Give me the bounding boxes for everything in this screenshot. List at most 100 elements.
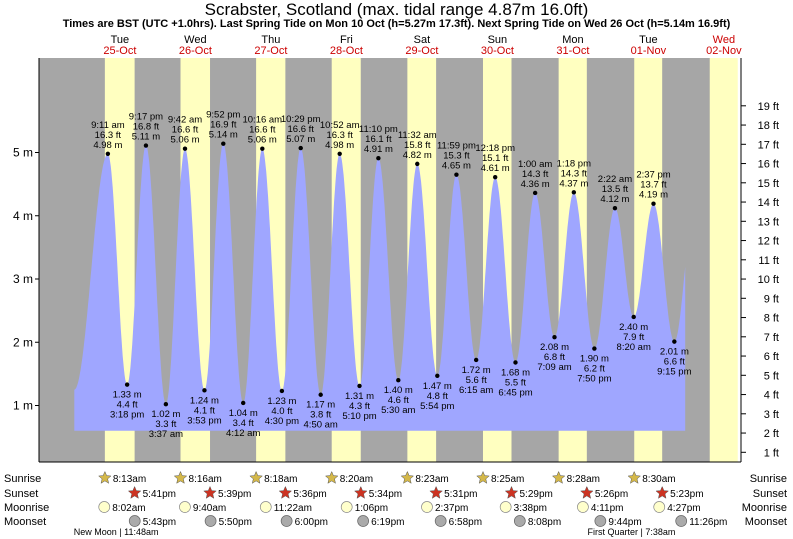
high-tide-point bbox=[492, 174, 498, 180]
low-tide-point bbox=[396, 378, 401, 383]
low-tide-metres: 1.47 m bbox=[423, 381, 452, 392]
high-tide-time: 12:18 pm bbox=[475, 143, 515, 154]
moonrise-icon bbox=[577, 501, 589, 513]
low-tide-time: 3:53 pm bbox=[187, 415, 221, 426]
sunset-time: 5:29pm bbox=[519, 489, 552, 500]
low-tide-feet: 5.5 ft bbox=[505, 377, 526, 388]
low-tide-feet: 6.6 ft bbox=[664, 357, 685, 368]
y-tick-label-feet: 3 ft bbox=[764, 409, 779, 421]
sunrise-time: 8:13am bbox=[113, 474, 146, 485]
sunset-time: 5:36pm bbox=[293, 489, 326, 500]
day-weekday-label: Sat bbox=[414, 34, 431, 46]
high-tide-time: 11:59 pm bbox=[437, 141, 476, 152]
high-tide-time: 9:42 am bbox=[168, 115, 202, 126]
low-tide-metres: 1.72 m bbox=[462, 365, 491, 376]
y-tick-label-feet: 9 ft bbox=[764, 293, 779, 305]
moonrise-time: 9:40am bbox=[193, 503, 226, 514]
low-tide-time: 5:54 pm bbox=[420, 401, 454, 412]
high-tide-metres: 4.19 m bbox=[639, 190, 668, 201]
high-tide-point bbox=[105, 151, 111, 156]
footer-label-right-moonrise: Moonrise bbox=[742, 502, 787, 514]
high-tide-point bbox=[143, 143, 149, 148]
sunset-icon bbox=[429, 485, 443, 499]
low-tide-metres: 1.02 m bbox=[151, 409, 180, 420]
high-tide-metres: 4.36 m bbox=[521, 179, 550, 190]
low-tide-feet: 4.0 ft bbox=[271, 406, 292, 417]
high-tide-time: 2:22 am bbox=[598, 174, 632, 185]
low-tide-time: 3:18 pm bbox=[110, 410, 144, 421]
high-tide-feet: 16.6 ft bbox=[249, 125, 276, 136]
sunrise-icon bbox=[324, 470, 339, 484]
high-tide-point bbox=[260, 146, 265, 151]
high-tide-point bbox=[532, 190, 538, 196]
low-tide-feet: 3.3 ft bbox=[155, 419, 176, 430]
low-tide-metres: 2.08 m bbox=[540, 342, 569, 353]
footer-label-left-sunset: Sunset bbox=[4, 488, 38, 500]
footer-label-right-sunrise: Sunrise bbox=[750, 473, 787, 485]
moonset-icon bbox=[128, 515, 141, 527]
high-tide-point bbox=[571, 190, 577, 195]
sunset-icon bbox=[127, 485, 142, 499]
y-tick-label-feet: 16 ft bbox=[758, 159, 779, 171]
high-tide-metres: 4.12 m bbox=[600, 194, 629, 205]
moonrise-time: 4:27pm bbox=[667, 503, 700, 514]
high-tide-time: 1:00 am bbox=[518, 159, 552, 170]
day-weekday-label: Fri bbox=[340, 34, 353, 46]
sunset-icon bbox=[203, 485, 217, 499]
moonrise-time: 8:02am bbox=[112, 503, 145, 514]
tide-area bbox=[74, 143, 686, 431]
day-date-label: 25-Oct bbox=[103, 45, 136, 57]
y-tick-label-feet: 18 ft bbox=[758, 120, 779, 132]
low-tide-metres: 1.90 m bbox=[580, 354, 609, 365]
moonset-icon bbox=[594, 515, 607, 527]
day-weekday-label: Sun bbox=[488, 34, 508, 46]
low-tide-feet: 4.1 ft bbox=[194, 405, 215, 416]
low-tide-point bbox=[163, 402, 169, 407]
high-tide-feet: 14.3 ft bbox=[522, 169, 549, 180]
sunrise-time: 8:18am bbox=[264, 474, 297, 485]
low-tide-feet: 6.8 ft bbox=[544, 352, 565, 363]
high-tide-feet: 13.7 ft bbox=[640, 180, 667, 191]
moonset-time: 6:00pm bbox=[295, 517, 328, 528]
low-tide-feet: 5.6 ft bbox=[466, 375, 487, 386]
moonset-time: 8:08pm bbox=[528, 517, 561, 528]
low-tide-feet: 4.4 ft bbox=[117, 400, 138, 411]
day-date-label: 27-Oct bbox=[254, 45, 287, 57]
day-weekday-label: Wed bbox=[713, 34, 735, 46]
sunrise-time: 8:30am bbox=[642, 474, 675, 485]
y-tick-label-feet: 10 ft bbox=[758, 274, 779, 286]
high-tide-feet: 15.3 ft bbox=[443, 151, 470, 162]
y-tick-label-metre: 2 m bbox=[13, 335, 33, 349]
y-tick-label-feet: 15 ft bbox=[758, 178, 779, 190]
day-weekday-label: Thu bbox=[261, 34, 280, 46]
high-tide-feet: 16.6 ft bbox=[288, 124, 315, 135]
low-tide-point bbox=[202, 388, 207, 393]
sunrise-time: 8:23am bbox=[415, 474, 448, 485]
high-tide-time: 11:32 am bbox=[398, 130, 437, 141]
high-tide-feet: 16.6 ft bbox=[172, 125, 199, 136]
footer-label-left-moonset: Moonset bbox=[4, 516, 46, 528]
moonset-icon bbox=[675, 515, 688, 527]
low-tide-time: 7:50 pm bbox=[577, 374, 611, 385]
low-tide-metres: 1.31 m bbox=[345, 391, 374, 402]
sunrise-icon bbox=[627, 470, 642, 484]
sunset-icon bbox=[278, 485, 293, 499]
high-tide-time: 9:17 pm bbox=[129, 112, 163, 123]
high-tide-point bbox=[415, 161, 420, 167]
low-tide-metres: 1.33 m bbox=[113, 390, 142, 401]
low-tide-point bbox=[435, 373, 440, 378]
low-tide-time: 7:09 am bbox=[537, 362, 571, 373]
high-tide-metres: 4.98 m bbox=[93, 140, 122, 151]
day-date-label: 30-Oct bbox=[481, 45, 514, 57]
day-date-label: 28-Oct bbox=[330, 45, 363, 57]
low-tide-feet: 4.3 ft bbox=[349, 401, 370, 412]
low-tide-metres: 1.17 m bbox=[306, 400, 335, 411]
sunrise-time: 8:28am bbox=[567, 474, 600, 485]
moonrise-icon bbox=[259, 501, 272, 513]
high-tide-point bbox=[612, 205, 618, 211]
sunrise-time: 8:25am bbox=[491, 474, 524, 485]
high-tide-metres: 4.82 m bbox=[403, 150, 432, 161]
low-tide-time: 5:10 pm bbox=[342, 411, 376, 422]
moonset-time: 6:58pm bbox=[449, 517, 482, 528]
y-tick-label-metre: 1 m bbox=[13, 399, 33, 413]
